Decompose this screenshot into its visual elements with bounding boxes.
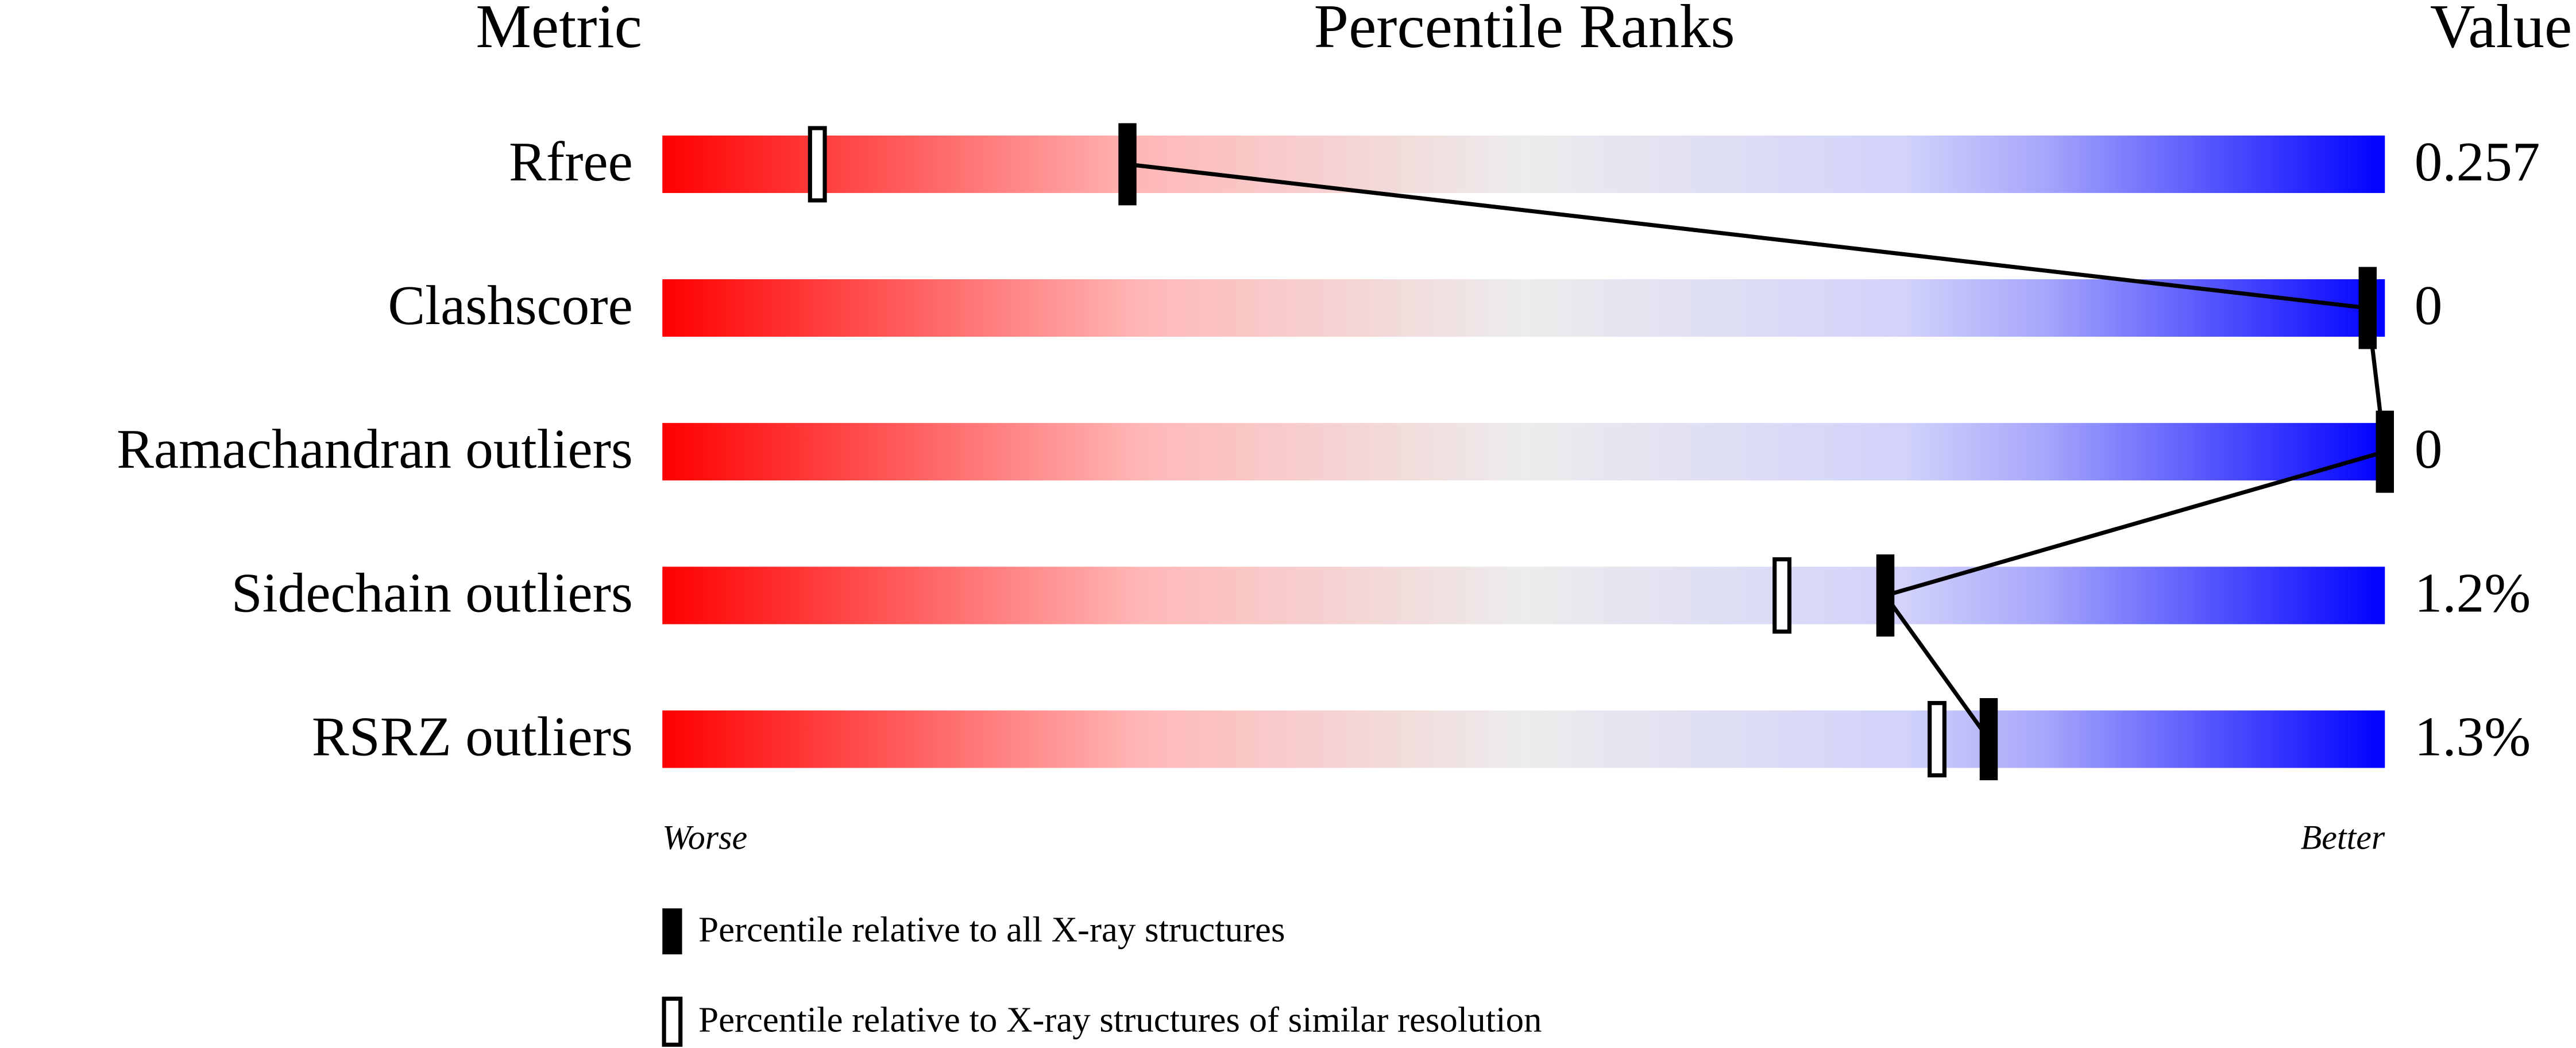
header: Percentile Ranks xyxy=(1314,0,1735,61)
metric-value: 1.3% xyxy=(2415,706,2531,768)
metric-value: 0 xyxy=(2415,275,2443,337)
axis-label: Better xyxy=(2301,819,2385,857)
header: Metric xyxy=(476,0,642,61)
percentile-bar xyxy=(662,567,2385,625)
metric-value: 1.2% xyxy=(2415,562,2531,624)
legend-swatch xyxy=(662,996,683,1047)
metric-label: Rfree xyxy=(509,131,633,193)
marker-open xyxy=(808,126,827,203)
percentile-bar xyxy=(662,279,2385,337)
metric-value: 0 xyxy=(2415,418,2443,480)
legend-swatch xyxy=(662,908,682,955)
percentile-bar xyxy=(662,135,2385,193)
metric-label: Clashscore xyxy=(388,275,632,337)
marker-filled xyxy=(2376,410,2394,493)
percentile-bar xyxy=(662,423,2385,481)
marker-filled xyxy=(1979,698,1998,780)
axis-label: Worse xyxy=(662,819,747,857)
metric-label: Sidechain outliers xyxy=(231,562,633,624)
metric-label: RSRZ outliers xyxy=(312,706,633,768)
marker-filled xyxy=(2358,267,2377,349)
marker-filled xyxy=(1876,554,1895,637)
header: Value xyxy=(2430,0,2572,61)
metric-value: 0.257 xyxy=(2415,131,2540,193)
percentile-bar xyxy=(662,710,2385,768)
legend-label: Percentile relative to all X-ray structu… xyxy=(698,909,1285,949)
marker-filled xyxy=(1118,123,1137,206)
marker-open xyxy=(1772,557,1792,634)
legend-label: Percentile relative to X-ray structures … xyxy=(698,1000,1542,1040)
marker-open xyxy=(1928,701,1947,777)
metric-label: Ramachandran outliers xyxy=(117,418,633,480)
